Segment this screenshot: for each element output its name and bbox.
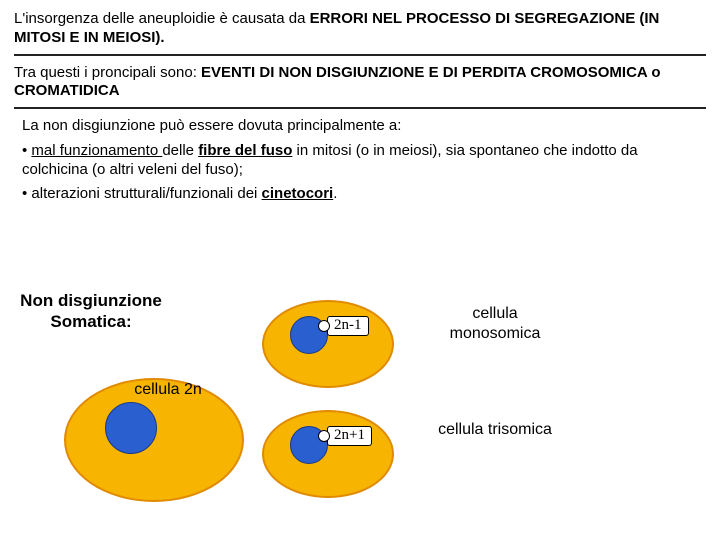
bullet-spindle-delle: delle <box>162 142 198 159</box>
badge-2n-plus-1-text: 2n+1 <box>327 426 372 446</box>
label-monosomic-text: cellula monosomica <box>450 305 541 342</box>
caption-parent-cell: cellula 2n <box>108 380 228 400</box>
bullet-kinetochores: • alterazioni strutturali/funzionali dei… <box>22 185 706 204</box>
para-cause-a: L'insorgenza delle aneuploidie è causata… <box>14 10 310 27</box>
left-title-line1: Non disgiunzione <box>20 291 162 310</box>
badge-2n-minus-1: 2n-1 <box>318 316 369 336</box>
bullet-spindle-dot: • <box>22 142 31 159</box>
badge-2n-plus-1: 2n+1 <box>318 426 372 446</box>
divider-1 <box>14 54 706 56</box>
label-monosomic: cellula monosomica <box>430 304 560 344</box>
label-trisomic: cellula trisomica <box>430 420 560 440</box>
para-events-a: Tra questi i proncipali sono: <box>14 64 201 81</box>
badge-2n-minus-1-text: 2n-1 <box>327 316 369 336</box>
bullet-kineto-b: cinetocori <box>262 185 334 202</box>
left-title-line2: Somatica: <box>50 312 131 331</box>
cell-monosomic-membrane <box>262 300 394 388</box>
badge-knob-icon <box>318 320 330 332</box>
para-nondisjunction-intro: La non disgiunzione può essere dovuta pr… <box>22 117 706 136</box>
para-events: Tra questi i proncipali sono: EVENTI DI … <box>14 64 706 102</box>
cell-trisomic-membrane <box>262 410 394 498</box>
bullet-kineto-a: • alterazioni strutturali/funzionali dei <box>22 185 262 202</box>
bullet-spindle-malfunction: mal funzionamento <box>31 142 162 159</box>
divider-2 <box>14 107 706 109</box>
bullet-kineto-c: . <box>333 185 337 202</box>
para-cause: L'insorgenza delle aneuploidie è causata… <box>14 10 706 48</box>
causes-block: La non disgiunzione può essere dovuta pr… <box>22 117 706 204</box>
label-trisomic-text: cellula trisomica <box>438 421 552 438</box>
diagram: Non disgiunzione Somatica: 2n-1 2n+1 <box>0 290 720 540</box>
left-title: Non disgiunzione Somatica: <box>6 290 176 333</box>
badge-knob-icon <box>318 430 330 442</box>
cell-parent-nucleus <box>105 402 157 454</box>
caption-parent-cell-text: cellula 2n <box>134 381 202 398</box>
bullet-spindle: • mal funzionamento delle fibre del fuso… <box>22 142 706 180</box>
bullet-spindle-fibre: fibre del fuso <box>198 142 292 159</box>
